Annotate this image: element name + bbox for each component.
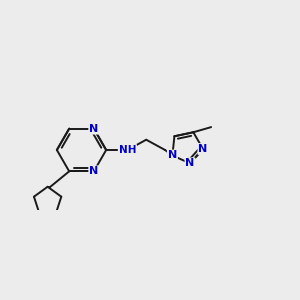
Text: N: N [198,144,208,154]
Text: N: N [168,151,177,160]
Text: N: N [89,166,98,176]
Text: N: N [185,158,195,168]
Text: N: N [89,124,98,134]
Text: NH: NH [119,145,136,155]
